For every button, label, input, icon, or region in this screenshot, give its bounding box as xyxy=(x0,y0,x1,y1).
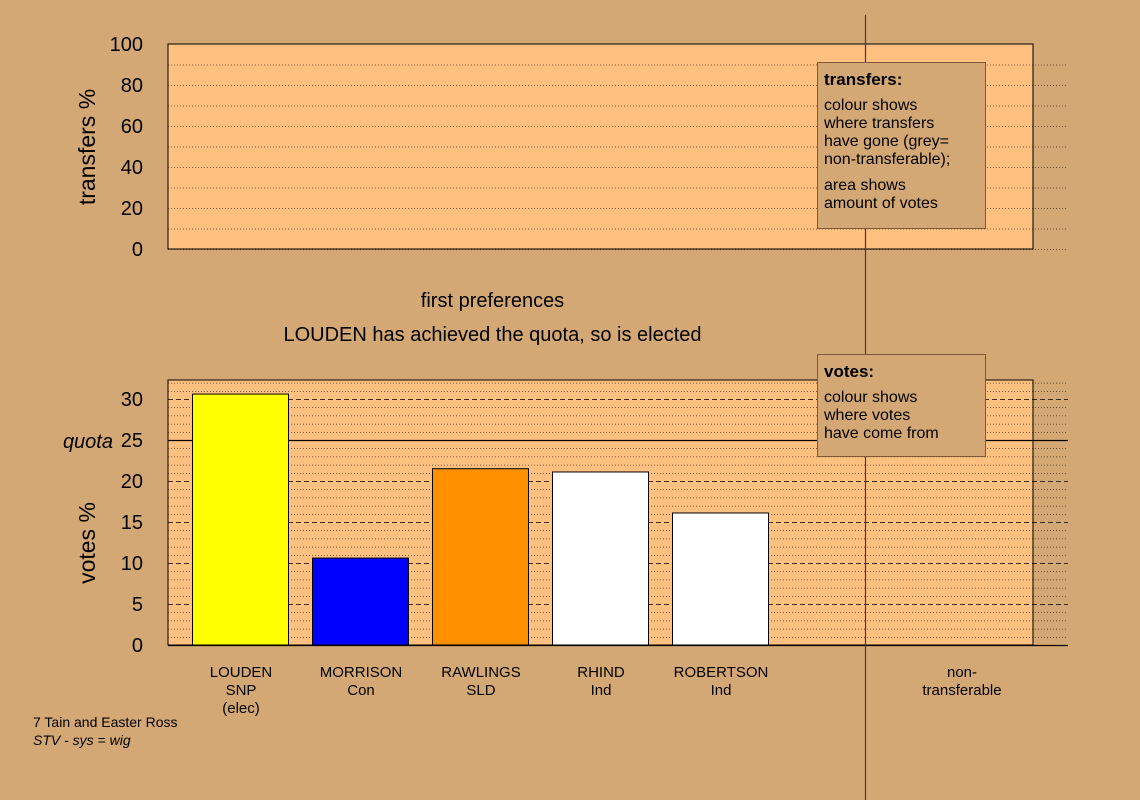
transfers-legend: transfers: colour shows where transfers … xyxy=(817,62,986,229)
candidate-label: ROBERTSON xyxy=(674,664,769,681)
candidate-label: MORRISON xyxy=(320,664,403,681)
chart-subtitle: first preferences xyxy=(420,290,565,312)
votes-y-tick-label: 0 xyxy=(132,635,143,657)
vote-bar xyxy=(672,512,769,646)
footer-constituency: 7 Tain and Easter Ross xyxy=(33,714,178,730)
chart-title: LOUDEN has achieved the quota, so is ele… xyxy=(283,324,702,346)
transfers-y-tick-label: 100 xyxy=(110,34,143,56)
candidate-label: RHIND xyxy=(577,664,625,681)
candidate-label: (elec) xyxy=(222,700,260,717)
transfers-legend-line: where transfers xyxy=(824,115,935,132)
vote-bar xyxy=(432,468,529,646)
transfers-legend-line: non-transferable); xyxy=(824,151,951,168)
transfers-legend-title: transfers: xyxy=(824,70,903,89)
transfers-y-tick-label: 0 xyxy=(132,239,143,261)
candidate-label: SNP xyxy=(226,682,257,699)
candidate-label: Ind xyxy=(591,682,612,699)
votes-y-tick-label: 10 xyxy=(121,553,143,575)
transfers-legend-line: area shows xyxy=(824,177,906,194)
votes-legend-line: have come from xyxy=(824,425,939,442)
transfers-y-tick-label: 40 xyxy=(121,157,143,179)
footer-system: STV - sys = wig xyxy=(33,732,131,748)
vote-bar xyxy=(192,393,289,646)
transfers-y-axis-label: transfers % xyxy=(74,89,100,205)
quota-label: quota xyxy=(63,431,113,453)
votes-y-tick-label: 5 xyxy=(132,594,143,616)
votes-legend-line: where votes xyxy=(824,407,911,424)
candidate-label: SLD xyxy=(466,682,495,699)
nontransferable-label: transferable xyxy=(922,682,1001,699)
transfers-legend-line: have gone (grey= xyxy=(824,133,949,150)
candidate-label: RAWLINGS xyxy=(441,664,520,681)
vote-bar xyxy=(312,557,409,646)
transfers-y-tick-label: 80 xyxy=(121,75,143,97)
votes-legend: votes: colour shows where votes have com… xyxy=(817,354,986,457)
votes-y-tick-label: 30 xyxy=(121,389,143,411)
candidate-label: Con xyxy=(347,682,375,699)
nontransferable-label: non- xyxy=(947,664,977,681)
votes-y-tick-label: 20 xyxy=(121,471,143,493)
votes-legend-title: votes: xyxy=(824,362,875,381)
transfers-y-tick-label: 60 xyxy=(121,116,143,138)
candidate-label: Ind xyxy=(711,682,732,699)
vote-bar xyxy=(552,471,649,646)
votes-y-axis-label: votes % xyxy=(74,502,100,584)
votes-legend-line: colour shows xyxy=(824,389,918,406)
candidate-label: LOUDEN xyxy=(210,664,273,681)
transfers-y-tick-label: 20 xyxy=(121,198,143,220)
transfers-legend-line: amount of votes xyxy=(824,195,938,212)
transfers-legend-line: colour shows xyxy=(824,97,918,114)
votes-y-tick-label: 25 xyxy=(121,430,143,452)
votes-y-tick-label: 15 xyxy=(121,512,143,534)
